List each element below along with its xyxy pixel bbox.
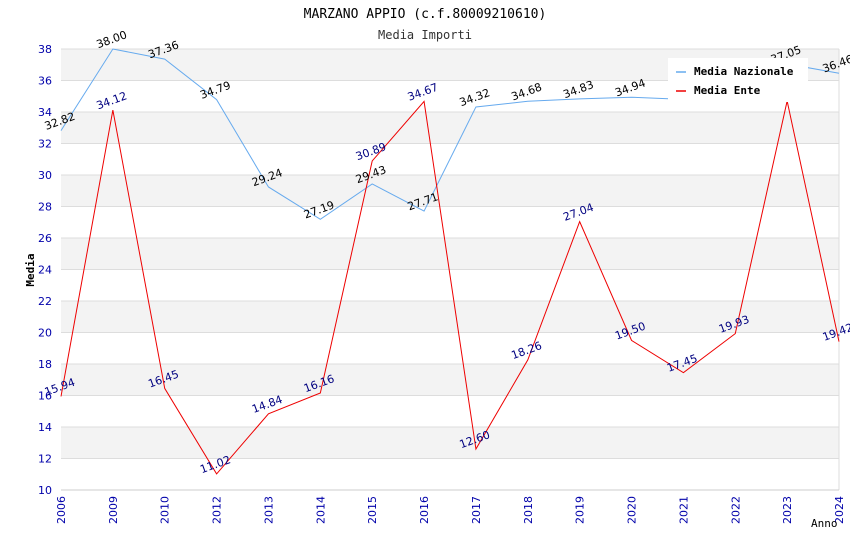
grid-band — [61, 112, 839, 144]
legend: Media Nazionale Media Ente — [668, 58, 808, 102]
y-tick-label: 16 — [38, 390, 52, 403]
legend-label-media-nazionale: Media Nazionale — [694, 65, 794, 78]
data-label: 34.12 — [95, 89, 129, 112]
data-label: 38.00 — [95, 28, 129, 51]
y-tick-label: 18 — [38, 358, 52, 371]
y-tick-label: 32 — [38, 138, 52, 151]
data-label: 34.68 — [510, 81, 544, 104]
x-tick-label: 2022 — [729, 496, 742, 524]
y-tick-labels: 10 12 14 16 18 20 22 24 26 28 30 32 34 36 38 — [38, 43, 52, 497]
chart-title: MARZANO APPIO (c.f.80009210610) — [304, 7, 547, 22]
x-tick-label: 2017 — [470, 496, 483, 524]
grid-band — [61, 301, 839, 333]
grid-band — [61, 238, 839, 270]
data-label: 34.67 — [406, 81, 440, 104]
y-tick-label: 30 — [38, 169, 52, 182]
x-tick-label: 2015 — [366, 496, 379, 524]
y-tick-label: 14 — [38, 421, 52, 434]
y-tick-label: 26 — [38, 232, 52, 245]
x-tick-label: 2023 — [781, 496, 794, 524]
series-line-media-ente — [60, 100, 840, 475]
x-tick-label: 2014 — [314, 496, 327, 524]
x-tick-label: 2006 — [55, 496, 68, 524]
x-tick-label: 2018 — [522, 496, 535, 524]
grid-band — [61, 364, 839, 396]
legend-label-media-ente: Media Ente — [694, 84, 761, 97]
y-tick-label: 24 — [38, 264, 52, 277]
legend-background — [668, 58, 808, 102]
y-tick-label: 20 — [38, 327, 52, 340]
y-tick-label: 28 — [38, 201, 52, 214]
y-tick-label: 38 — [38, 43, 52, 56]
y-tick-label: 34 — [38, 106, 52, 119]
y-tick-label: 10 — [38, 484, 52, 497]
x-tick-label: 2016 — [418, 496, 431, 524]
y-tick-label: 36 — [38, 75, 52, 88]
x-tick-label: 2009 — [107, 496, 120, 524]
x-tick-label: 2024 — [833, 496, 846, 524]
x-tick-label: 2010 — [159, 496, 172, 524]
data-label: 18.26 — [510, 339, 544, 362]
x-tick-label: 2020 — [626, 496, 639, 524]
data-label: 14.84 — [250, 393, 284, 416]
data-label: 34.83 — [561, 78, 595, 101]
x-tick-label: 2019 — [574, 496, 587, 524]
grid-bands — [61, 49, 839, 459]
grid-band — [61, 175, 839, 207]
chart-subtitle: Media Importi — [378, 28, 472, 42]
y-axis-label: Media — [24, 253, 37, 286]
x-tick-label: 2021 — [677, 496, 690, 524]
y-tick-label: 12 — [38, 453, 52, 466]
x-tick-labels: 2006 2009 2010 2012 2013 2014 2015 2016 2017 2018… — [55, 496, 846, 524]
x-axis-label: Anno — [811, 517, 838, 530]
grid-band — [61, 427, 839, 459]
x-tick-label: 2013 — [262, 496, 275, 524]
x-tick-label: 2012 — [211, 496, 224, 524]
y-tick-label: 22 — [38, 295, 52, 308]
